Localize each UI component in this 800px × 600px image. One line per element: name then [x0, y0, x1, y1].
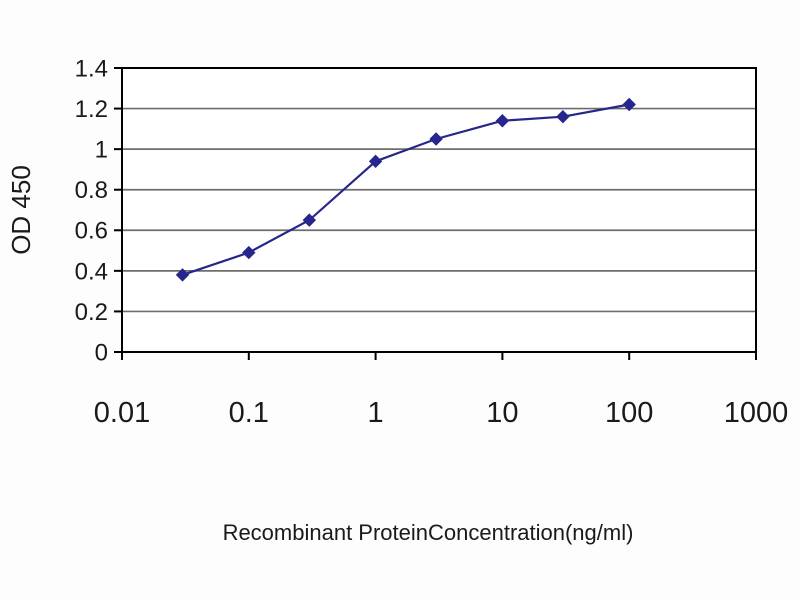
- y-tick-label: 1: [95, 137, 108, 164]
- data-point-marker: [302, 213, 317, 227]
- x-tick-label: 100: [605, 397, 653, 429]
- data-point-marker: [495, 114, 510, 128]
- series-line: [182, 103, 630, 276]
- x-tick-label: 0.1: [229, 397, 269, 429]
- x-axis-title: Recombinant ProteinConcentration(ng/ml): [223, 520, 634, 545]
- data-point-marker: [242, 245, 256, 260]
- y-tick-label: 0.4: [75, 258, 108, 285]
- x-tick-label: 1: [368, 397, 384, 429]
- plot-border: [121, 67, 757, 353]
- data-point-marker: [556, 109, 570, 124]
- x-tick-label: 0.01: [94, 397, 150, 429]
- x-tick-label: 1000: [724, 397, 789, 429]
- y-tick-label: 0.2: [75, 299, 108, 326]
- y-tick-label: 0: [95, 339, 108, 366]
- plot-layer: 0 0.2 0.4 0.6 0.8 1 1.2 1.4 0.01 0.1 1 10 100 1000: [75, 55, 789, 429]
- y-tick-label: 0.8: [75, 177, 108, 204]
- data-point-marker: [622, 97, 636, 112]
- data-point-marker: [175, 268, 190, 282]
- plot-area: [122, 68, 756, 352]
- data-point-marker: [368, 154, 383, 169]
- y-tick-label: 0.6: [75, 218, 108, 245]
- y-tick-label: 1.2: [75, 96, 108, 123]
- x-tick-label: 10: [486, 397, 518, 429]
- y-axis-title: OD 450: [6, 165, 36, 255]
- y-tick-label: 1.4: [75, 55, 108, 82]
- data-point-marker: [429, 132, 443, 146]
